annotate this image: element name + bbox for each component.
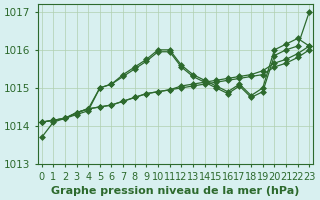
X-axis label: Graphe pression niveau de la mer (hPa): Graphe pression niveau de la mer (hPa): [51, 186, 300, 196]
